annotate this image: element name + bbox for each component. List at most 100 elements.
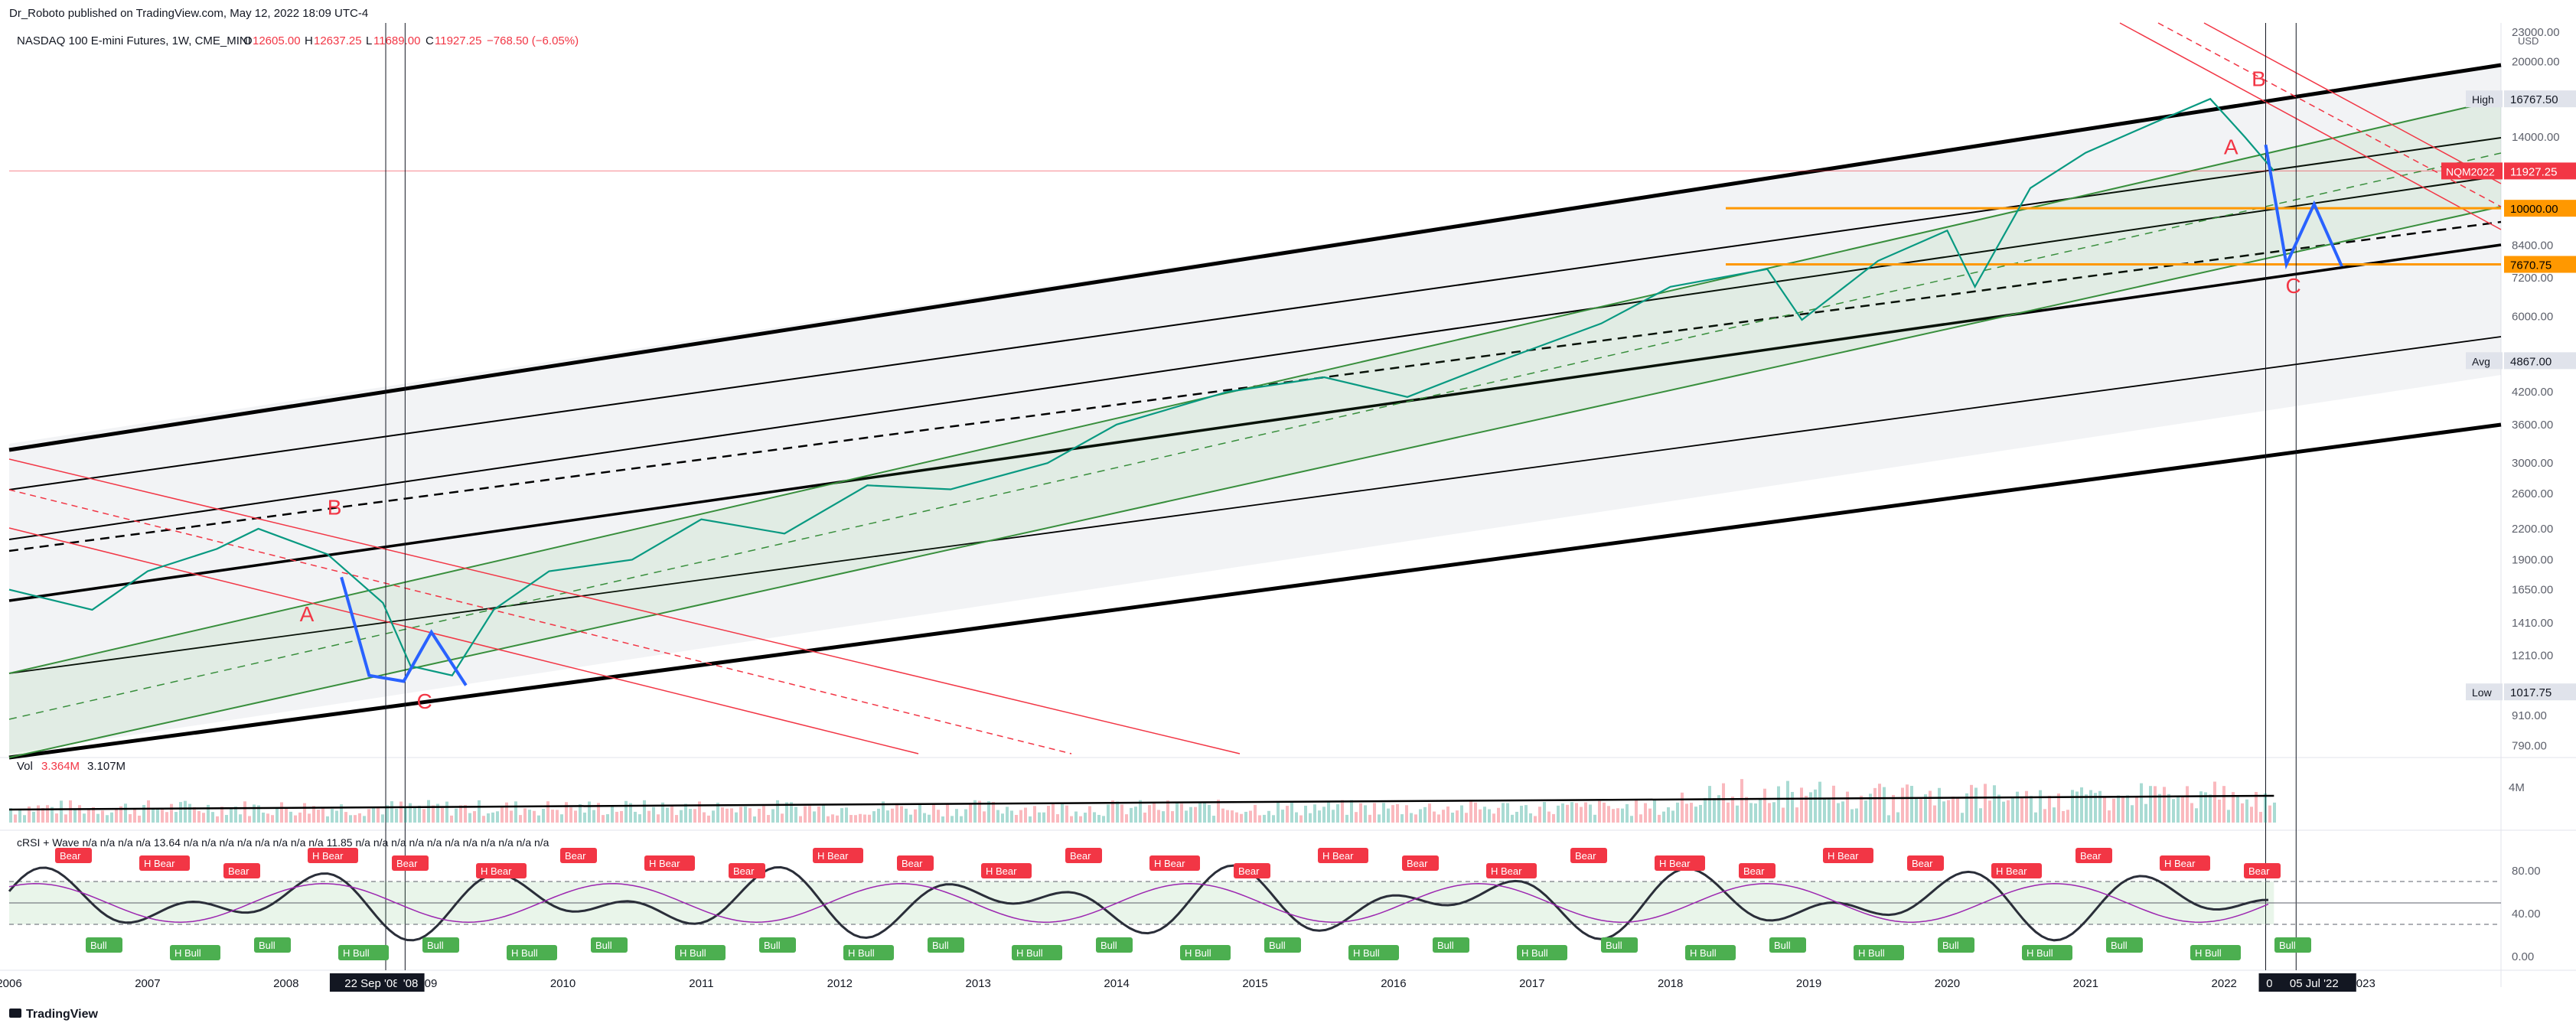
volume-bar [340, 804, 343, 823]
volume-bar [1584, 802, 1587, 823]
volume-bar [1061, 803, 1064, 823]
time-tick-label: 2015 [1242, 977, 1267, 990]
volume-bar [78, 805, 81, 823]
tradingview-logo[interactable]: TradingView [9, 1008, 99, 1021]
bull-tag [1433, 937, 1469, 953]
ohlc-o-label: O [243, 34, 253, 47]
volume-bar [1598, 800, 1601, 823]
volume-bar [358, 813, 361, 823]
volume-bar [2158, 793, 2161, 823]
volume-bar [83, 813, 86, 823]
bull-tag [1348, 945, 1399, 960]
bull-tag [759, 937, 796, 953]
volume-bar [1153, 803, 1156, 823]
level-badge [2504, 90, 2576, 108]
bull-tag-label: Bull [1606, 940, 1622, 951]
volume-bar [1052, 802, 1055, 823]
volume-bar [225, 815, 228, 823]
volume-bar [2140, 783, 2143, 823]
bull-tag [843, 945, 894, 960]
bull-tag [1517, 945, 1567, 960]
volume-bar [1625, 803, 1629, 823]
volume-bar [1979, 808, 1982, 823]
volume-bar [817, 806, 820, 823]
volume-bar [964, 809, 967, 823]
level-badge-tag [2466, 352, 2503, 370]
volume-bar [2048, 796, 2051, 823]
price-pane[interactable]: B A C B A C [0, 22, 2576, 987]
volume-bar [1612, 809, 1615, 823]
oscillator-pane[interactable]: 80.00 40.00 0.00 Bear Bull H Bear H Bull Bear Bu… [8, 848, 2541, 963]
volume-bar [152, 809, 155, 823]
volume-bar [537, 815, 540, 823]
bull-tag [1938, 937, 1974, 953]
bull-tag-label: H Bull [680, 947, 706, 959]
price-tick-label: 23000.00 [2512, 26, 2560, 39]
time-tick-label: 2010 [550, 977, 576, 990]
volume-bar [60, 800, 63, 823]
time-axis[interactable]: 2006200720082009201020112012201320142015… [0, 973, 2375, 992]
volume-bar [1511, 814, 1514, 823]
volume-bar [142, 805, 145, 823]
volume-bar [2089, 790, 2092, 823]
bull-tag-label: Bull [1774, 940, 1791, 951]
volume-bar [1690, 803, 1693, 823]
price-tick-label: 8400.00 [2512, 239, 2553, 252]
bear-tag [644, 855, 695, 871]
bear-tag [1570, 848, 1607, 863]
volume-bar [1322, 807, 1325, 823]
volume-bar [1130, 807, 1133, 823]
price-tick-label: 1210.00 [2512, 649, 2553, 662]
volume-bar [2204, 792, 2207, 823]
volume-bar [643, 800, 646, 823]
volume-bar [2268, 805, 2271, 823]
footer-brand: TradingView [26, 1008, 99, 1021]
volume-bar [790, 802, 793, 823]
volume-bar [900, 806, 903, 823]
volume-bar [928, 814, 931, 823]
volume-bar [211, 812, 214, 823]
volume-bar [220, 807, 223, 823]
volume-bar [1538, 807, 1541, 823]
volume-bar [804, 806, 807, 823]
volume-bar [1497, 807, 1500, 823]
bear-tag [2075, 848, 2112, 863]
volume-bar [64, 814, 67, 823]
volume-bar [808, 806, 811, 823]
volume-bar [1350, 800, 1353, 823]
price-series-line[interactable] [8, 97, 2275, 676]
volume-bar [1093, 812, 1096, 823]
volume-bar [1988, 800, 1991, 823]
volume-bar [1777, 786, 1780, 823]
volume-bar [1162, 811, 1165, 823]
volume-bar [1805, 796, 1808, 823]
volume-bar [510, 810, 513, 823]
bull-tag-label: Bull [764, 940, 781, 951]
bull-tag [1685, 945, 1736, 960]
time-tick-label: 2014 [1104, 977, 1129, 990]
volume-bar [827, 816, 830, 823]
bear-tag-label: Bear [733, 865, 755, 877]
volume-bar [1658, 814, 1661, 823]
volume-bar [1221, 808, 1224, 823]
volume-bar [69, 800, 72, 823]
current-price-value: 11927.25 [2510, 165, 2557, 178]
time-tick-label: 2018 [1658, 977, 1683, 990]
volume-bar [399, 801, 403, 823]
volume-bar [1157, 810, 1160, 823]
volume-bar [551, 810, 554, 823]
bear-tag [897, 855, 934, 871]
volume-bar [1277, 802, 1280, 823]
volume-bar [822, 805, 825, 823]
ohlc-h-label: H [305, 34, 313, 47]
volume-bar [992, 801, 995, 823]
volume-bar [776, 800, 779, 823]
symbol-title: NASDAQ 100 E-mini Futures, 1W, CME_MINI [17, 34, 251, 47]
volume-bar [1290, 800, 1293, 823]
red-channel-line [8, 527, 919, 754]
volume-bar [308, 813, 311, 823]
red-channel-line [2119, 22, 2502, 230]
volume-pane[interactable] [8, 779, 2276, 823]
